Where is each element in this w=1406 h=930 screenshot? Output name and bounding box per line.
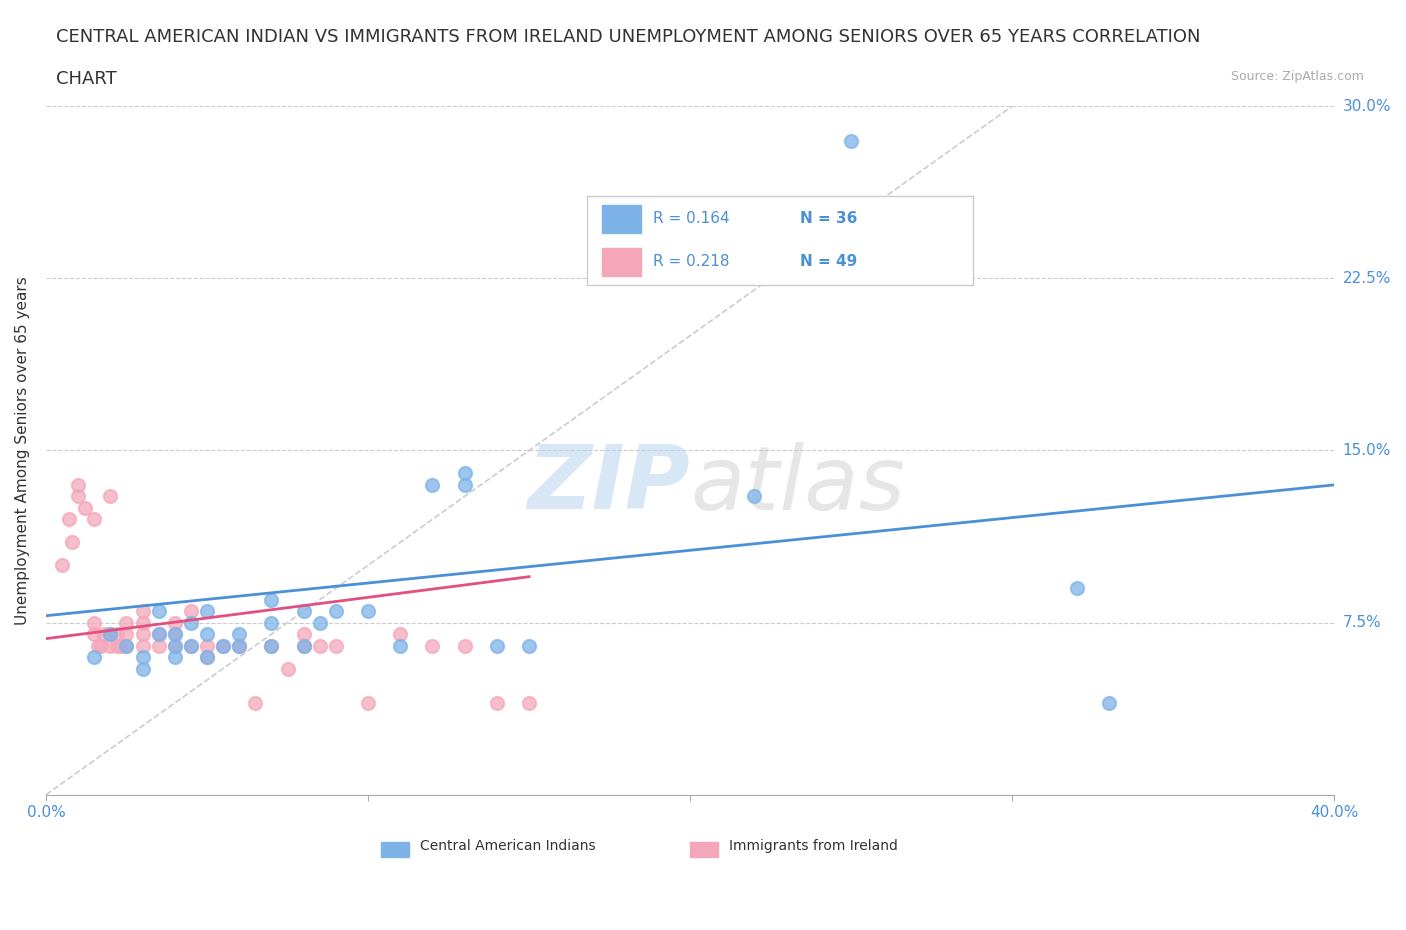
- Point: [100, 638, 122, 653]
- Text: 7.5%: 7.5%: [1343, 615, 1381, 631]
- Point: [115, 627, 138, 642]
- Point: [1098, 696, 1121, 711]
- Point: [260, 615, 283, 630]
- Point: [839, 133, 862, 148]
- Point: [228, 627, 250, 642]
- Text: Central American Indians: Central American Indians: [419, 840, 595, 854]
- Point: [195, 638, 218, 653]
- Point: [131, 615, 153, 630]
- Point: [105, 627, 128, 642]
- Point: [100, 627, 122, 642]
- Text: CHART: CHART: [56, 70, 117, 87]
- Point: [163, 627, 186, 642]
- Point: [131, 649, 153, 664]
- Point: [292, 638, 315, 653]
- Text: CENTRAL AMERICAN INDIAN VS IMMIGRANTS FROM IRELAND UNEMPLOYMENT AMONG SENIORS OV: CENTRAL AMERICAN INDIAN VS IMMIGRANTS FR…: [56, 28, 1201, 46]
- Point: [180, 638, 202, 653]
- Point: [131, 661, 153, 676]
- Point: [517, 638, 540, 653]
- Point: [148, 627, 170, 642]
- Point: [180, 604, 202, 618]
- Point: [83, 627, 105, 642]
- Point: [517, 696, 540, 711]
- Point: [83, 649, 105, 664]
- Point: [163, 638, 186, 653]
- Point: [100, 489, 122, 504]
- Point: [148, 627, 170, 642]
- Point: [83, 512, 105, 526]
- Point: [131, 604, 153, 618]
- Point: [131, 627, 153, 642]
- Point: [195, 627, 218, 642]
- Point: [228, 638, 250, 653]
- Point: [100, 627, 122, 642]
- Point: [325, 638, 347, 653]
- Point: [292, 604, 315, 618]
- Point: [83, 615, 105, 630]
- Bar: [381, 842, 409, 857]
- Point: [389, 638, 412, 653]
- Point: [115, 615, 138, 630]
- Point: [86, 638, 108, 653]
- Point: [148, 638, 170, 653]
- Text: 30.0%: 30.0%: [1343, 99, 1391, 113]
- Point: [115, 638, 138, 653]
- Point: [131, 638, 153, 653]
- Bar: [690, 842, 718, 857]
- Point: [422, 477, 444, 492]
- Point: [485, 638, 508, 653]
- Point: [453, 466, 475, 481]
- Point: [389, 627, 412, 642]
- Point: [60, 535, 83, 550]
- Point: [67, 477, 90, 492]
- Point: [260, 592, 283, 607]
- Point: [67, 489, 90, 504]
- Point: [58, 512, 80, 526]
- Point: [260, 638, 283, 653]
- Point: [195, 649, 218, 664]
- Point: [105, 638, 128, 653]
- Point: [212, 638, 235, 653]
- Point: [163, 615, 186, 630]
- Point: [115, 638, 138, 653]
- Point: [292, 638, 315, 653]
- Point: [357, 604, 380, 618]
- Point: [260, 638, 283, 653]
- Point: [93, 627, 115, 642]
- Point: [108, 638, 131, 653]
- Point: [148, 604, 170, 618]
- Point: [245, 696, 267, 711]
- Point: [308, 638, 330, 653]
- Point: [51, 558, 73, 573]
- Text: ZIP: ZIP: [527, 442, 690, 528]
- Text: atlas: atlas: [690, 442, 905, 528]
- Point: [1066, 580, 1088, 595]
- Point: [453, 638, 475, 653]
- Point: [744, 489, 766, 504]
- Point: [422, 638, 444, 653]
- Point: [308, 615, 330, 630]
- Text: 22.5%: 22.5%: [1343, 271, 1391, 286]
- Point: [453, 477, 475, 492]
- Text: Source: ZipAtlas.com: Source: ZipAtlas.com: [1230, 70, 1364, 83]
- Point: [276, 661, 298, 676]
- Point: [163, 649, 186, 664]
- Point: [212, 638, 235, 653]
- Point: [485, 696, 508, 711]
- Point: [163, 627, 186, 642]
- Point: [292, 627, 315, 642]
- Point: [163, 638, 186, 653]
- Point: [73, 500, 96, 515]
- Text: 15.0%: 15.0%: [1343, 443, 1391, 458]
- Point: [195, 649, 218, 664]
- Point: [90, 638, 112, 653]
- Text: Immigrants from Ireland: Immigrants from Ireland: [728, 840, 897, 854]
- Point: [180, 615, 202, 630]
- Point: [325, 604, 347, 618]
- Point: [357, 696, 380, 711]
- Point: [195, 604, 218, 618]
- Point: [228, 638, 250, 653]
- Point: [180, 638, 202, 653]
- Y-axis label: Unemployment Among Seniors over 65 years: Unemployment Among Seniors over 65 years: [15, 276, 30, 625]
